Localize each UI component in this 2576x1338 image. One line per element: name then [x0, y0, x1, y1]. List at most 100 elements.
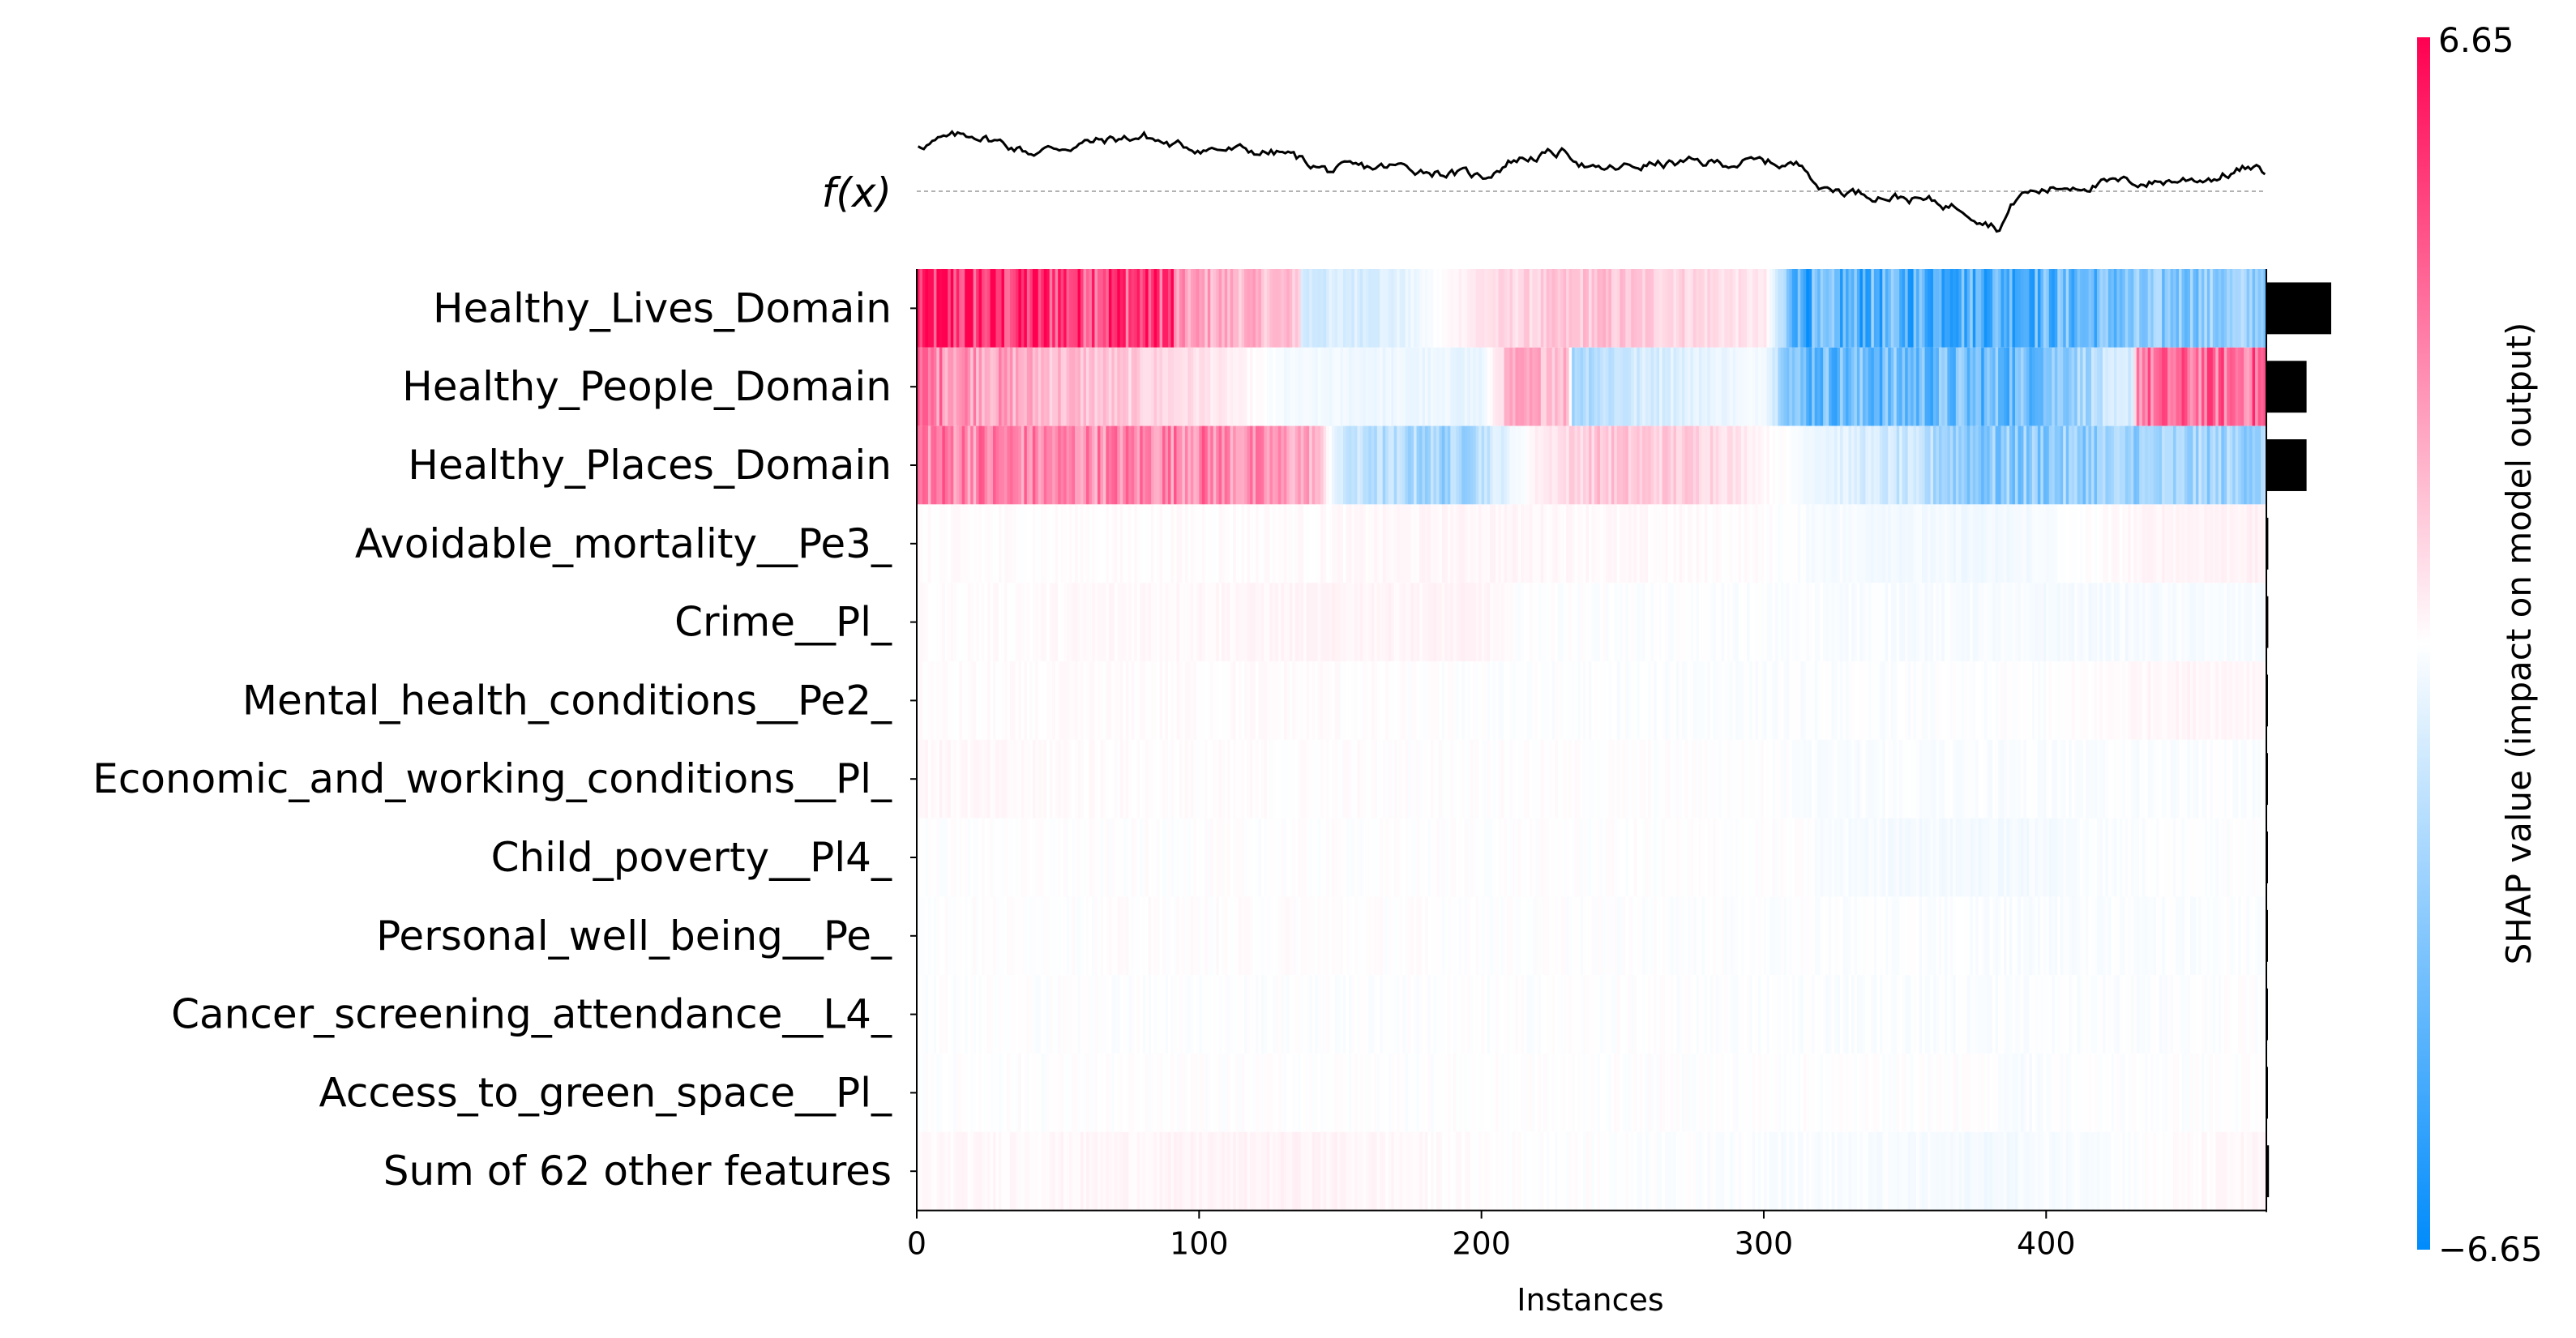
heatmap-cell	[1035, 425, 1039, 505]
heatmap-cell	[939, 739, 943, 819]
heatmap-cell	[1645, 425, 1649, 505]
heatmap-cell	[2212, 504, 2216, 584]
heatmap-cell	[2026, 425, 2030, 505]
heatmap-cell	[1845, 661, 1850, 740]
heatmap-cell	[1961, 975, 1965, 1054]
heatmap-cell	[1572, 504, 1576, 584]
heatmap-cell	[1633, 661, 1637, 740]
heatmap-cell	[1978, 818, 1982, 897]
heatmap-cell	[2031, 504, 2035, 584]
heatmap-cell	[2153, 739, 2157, 819]
heatmap-cell	[2246, 896, 2250, 976]
heatmap-cell	[1458, 347, 1462, 426]
heatmap-cell	[1422, 504, 1426, 584]
heatmap-cell	[1795, 739, 1799, 819]
heatmap-cell	[1475, 425, 1479, 505]
heatmap-cell	[2179, 425, 2183, 505]
heatmap-cell	[1080, 975, 1085, 1054]
heatmap-cell	[1529, 425, 1533, 505]
heatmap-cell	[1422, 583, 1426, 661]
heatmap-cell	[2215, 896, 2219, 976]
heatmap-cell	[1244, 269, 1248, 348]
heatmap-cell	[1523, 661, 1527, 740]
heatmap-cell	[1136, 1054, 1140, 1132]
heatmap-cell	[1029, 504, 1033, 584]
heatmap-cell	[1405, 269, 1409, 348]
heatmap-cell	[1312, 269, 1316, 348]
heatmap-cell	[1227, 975, 1231, 1054]
heatmap-cell	[1359, 818, 1363, 897]
heatmap-cell	[2261, 583, 2265, 661]
heatmap-cell	[1690, 818, 1694, 897]
heatmap-cell	[1913, 583, 1917, 661]
heatmap-cell	[1131, 818, 1135, 897]
heatmap-cell	[1637, 975, 1641, 1054]
heatmap-cell	[1119, 975, 1123, 1054]
heatmap-cell	[1922, 739, 1926, 819]
heatmap-cell	[2060, 504, 2064, 584]
heatmap-cell	[1995, 269, 1999, 348]
heatmap-cell	[1492, 583, 1496, 661]
heatmap-cell	[1873, 896, 1877, 976]
heatmap-cell	[1589, 661, 1593, 740]
heatmap-cell	[1704, 818, 1708, 897]
heatmap-cell	[1077, 504, 1081, 584]
heatmap-cell	[1529, 504, 1533, 584]
heatmap-cell	[1557, 896, 1561, 976]
heatmap-cell	[2012, 975, 2016, 1054]
heatmap-cell	[1015, 739, 1019, 819]
heatmap-cell	[1890, 504, 1894, 584]
heatmap-cell	[1069, 896, 1073, 976]
heatmap-cell	[2094, 896, 2098, 976]
heatmap-cell	[1184, 818, 1188, 897]
heatmap-cell	[1555, 583, 1559, 661]
heatmap-cell	[1001, 583, 1005, 661]
heatmap-cell	[1546, 975, 1550, 1054]
heatmap-cell	[984, 661, 988, 740]
heatmap-cell	[2187, 269, 2191, 348]
heatmap-cell	[1148, 739, 1152, 819]
heatmap-cell	[1509, 739, 1513, 819]
heatmap-cell	[1111, 583, 1115, 661]
heatmap-cell	[2116, 896, 2120, 976]
heatmap-cell	[2232, 504, 2236, 584]
heatmap-cell	[1916, 975, 1920, 1054]
heatmap-cell	[1671, 504, 1675, 584]
heatmap-cell	[950, 975, 954, 1054]
heatmap-cell	[1580, 896, 1584, 976]
heatmap-cell	[2029, 504, 2033, 584]
heatmap-cell	[1735, 347, 1739, 426]
heatmap-cell	[1458, 583, 1462, 661]
heatmap-cell	[1467, 583, 1471, 661]
heatmap-cell	[1987, 583, 1991, 661]
heatmap-cell	[1286, 504, 1290, 584]
heatmap-cell	[950, 1054, 954, 1132]
heatmap-cell	[1371, 504, 1375, 584]
heatmap-cell	[2181, 661, 2185, 740]
heatmap-cell	[1727, 347, 1731, 426]
heatmap-cell	[2119, 661, 2123, 740]
heatmap-cell	[1405, 1054, 1409, 1132]
heatmap-cell	[1888, 661, 1892, 740]
heatmap-cell	[1949, 661, 1953, 740]
heatmap-cell	[2065, 818, 2069, 897]
heatmap-cell	[1357, 504, 1361, 584]
heatmap-cell	[1123, 504, 1127, 584]
heatmap-cell	[1258, 1054, 1262, 1132]
heatmap-cell	[1218, 504, 1222, 584]
heatmap-cell	[1594, 739, 1598, 819]
heatmap-cell	[1374, 818, 1378, 897]
heatmap-cell	[1574, 661, 1578, 740]
heatmap-cell	[1365, 269, 1369, 348]
heatmap-cell	[1563, 504, 1567, 584]
heatmap-cell	[1001, 504, 1005, 584]
heatmap-cell	[1842, 975, 1846, 1054]
heatmap-cell	[1560, 504, 1564, 584]
heatmap-cell	[1058, 739, 1062, 819]
heatmap-cell	[1187, 583, 1192, 661]
heatmap-cell	[1094, 583, 1098, 661]
heatmap-cell	[1176, 425, 1180, 505]
heatmap-cell	[2074, 504, 2078, 584]
heatmap-cell	[1532, 425, 1536, 505]
heatmap-cell	[1260, 504, 1265, 584]
